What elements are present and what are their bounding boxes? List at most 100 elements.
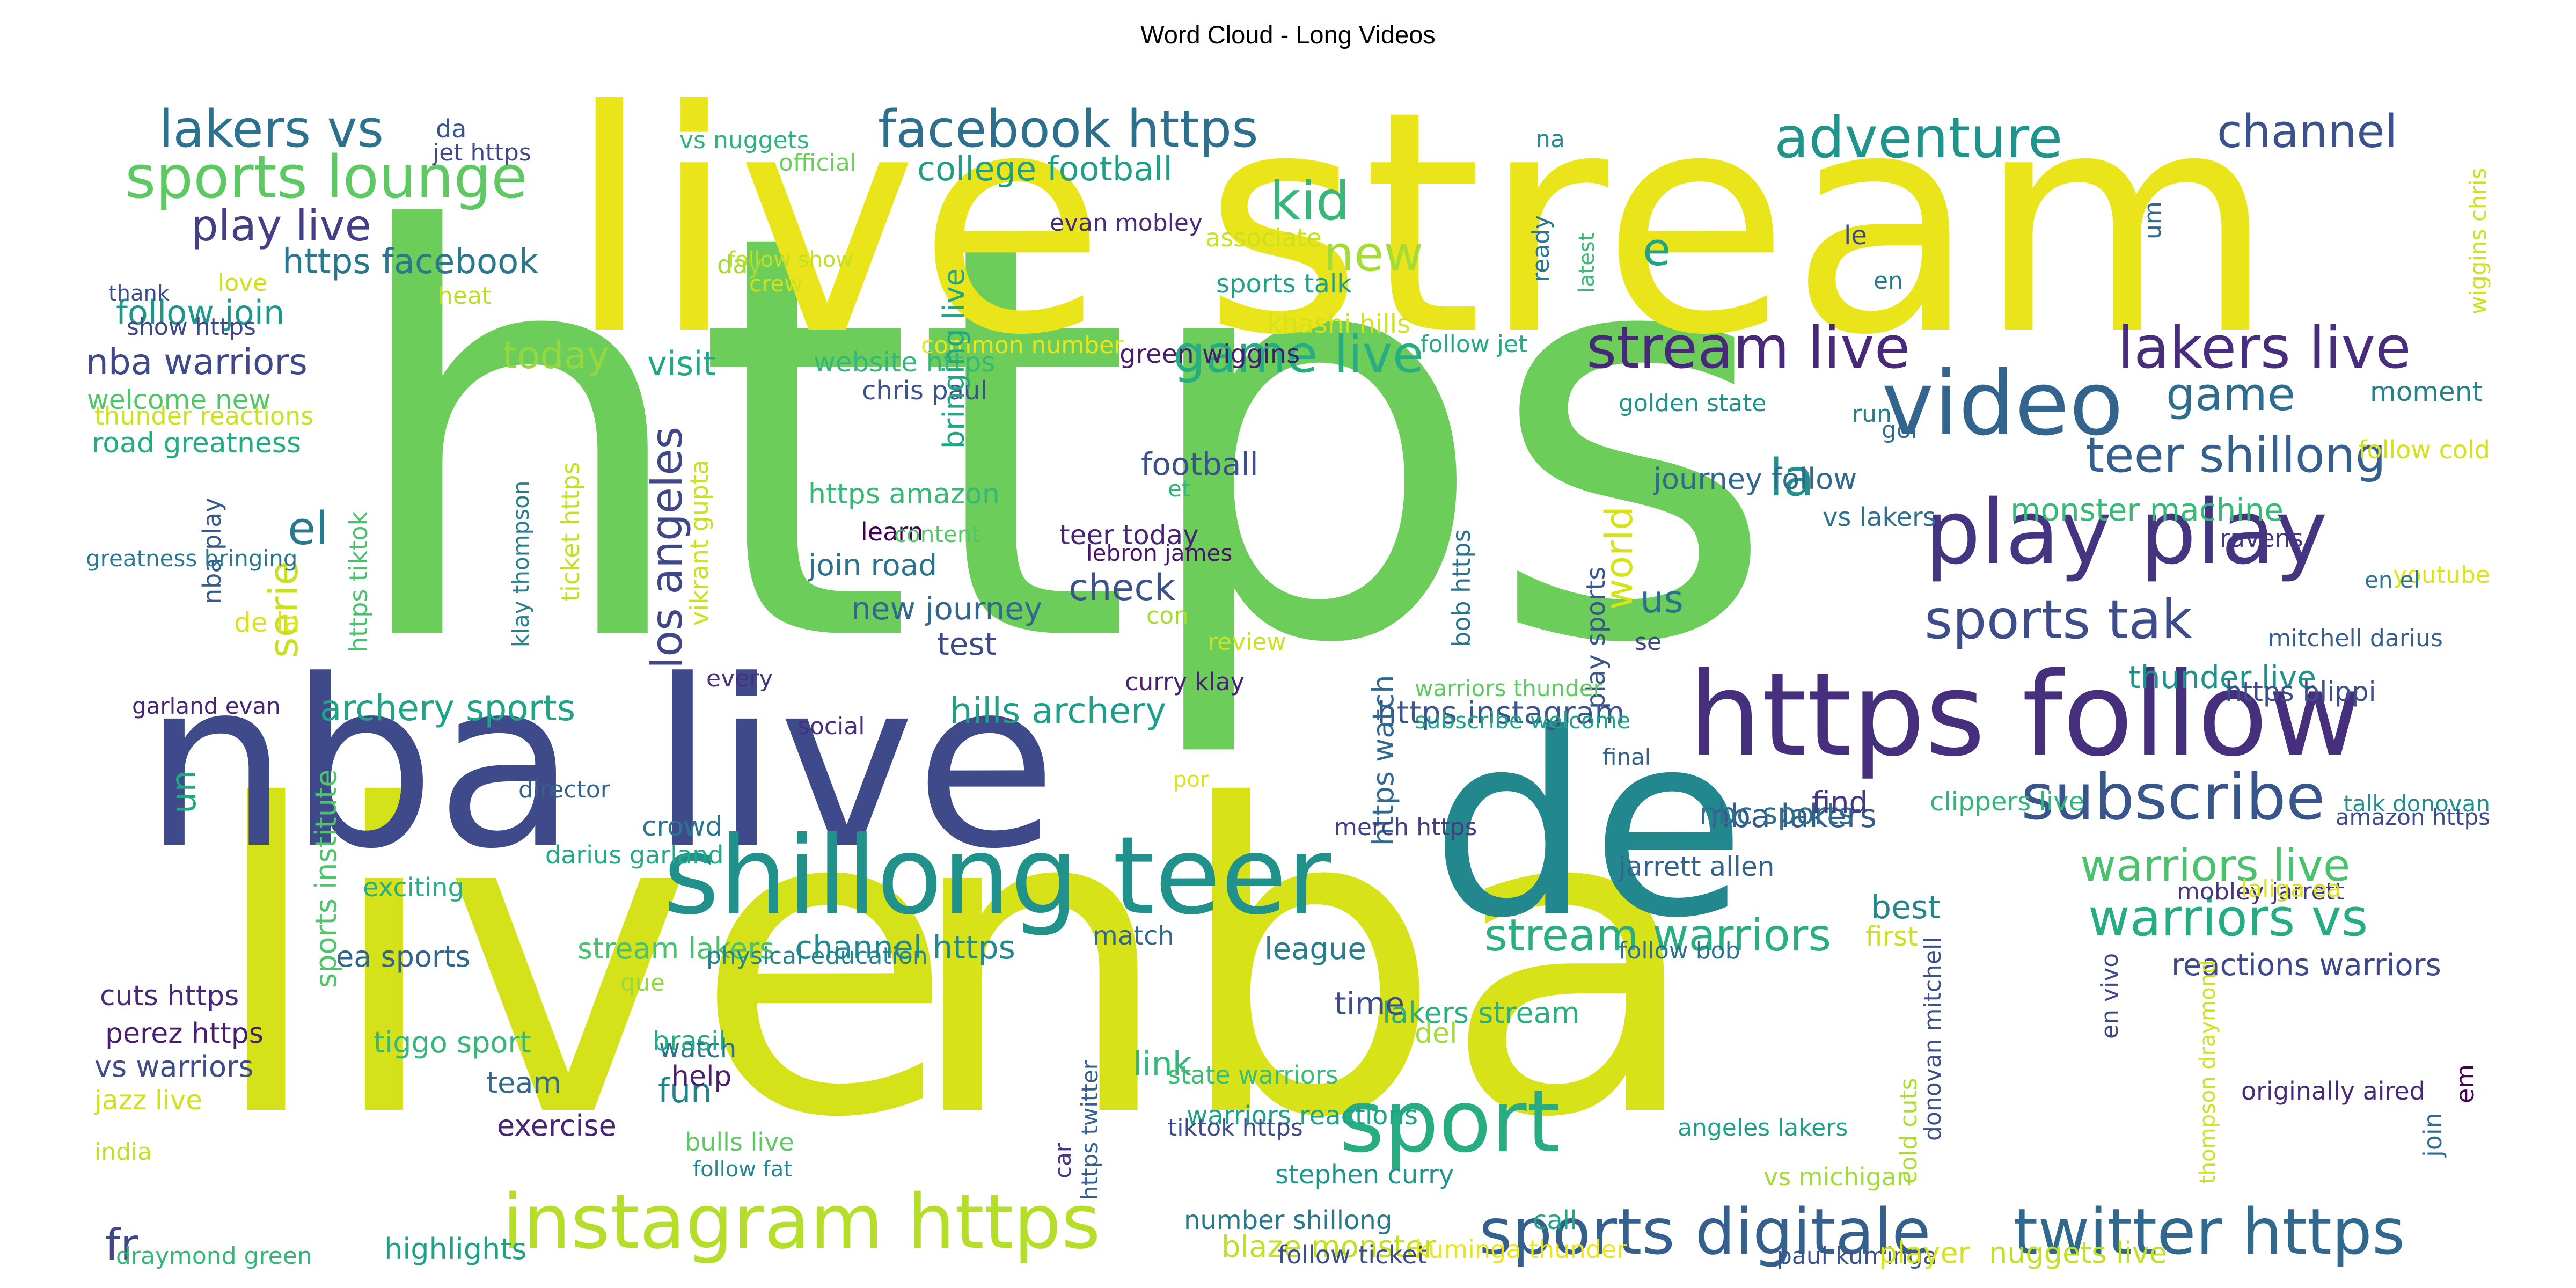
- word-join-road: join road: [808, 548, 937, 582]
- word-review: review: [1208, 628, 1286, 656]
- word-monster-machine: monster machine: [2010, 492, 2284, 528]
- word-cuts-https: cuts https: [100, 980, 239, 1012]
- word-nba: nba: [905, 717, 1702, 1210]
- word-watch: watch: [659, 1034, 736, 1064]
- word-vikrant-gupta: vikrant gupta: [685, 460, 714, 626]
- word-stream-warriors: stream warriors: [1484, 910, 1831, 961]
- word-le: le: [1844, 221, 1867, 251]
- word-love: love: [218, 269, 267, 297]
- word-stephen-curry: stephen curry: [1275, 1160, 1454, 1190]
- word-sports-institute: sports institute: [309, 770, 343, 988]
- word-match: match: [1093, 921, 1174, 951]
- word-follow-bob: follow bob: [1619, 937, 1740, 964]
- word-fun: fun: [658, 1071, 712, 1110]
- word-mobley-jarrett: mobley jarrett: [2177, 878, 2344, 905]
- word-wiggins-chris: wiggins chris: [2465, 168, 2491, 314]
- word-state-warriors: state warriors: [1168, 1060, 1338, 1089]
- word-league: league: [1264, 932, 1366, 967]
- word-social: social: [797, 713, 865, 740]
- word-los-angeles: los angeles: [642, 427, 692, 669]
- word-sports-talk: sports talk: [1216, 269, 1352, 299]
- word-el: el: [288, 502, 328, 555]
- word-um: um: [2139, 201, 2167, 239]
- word-nba-play: nba play: [197, 497, 226, 604]
- word-talk-donovan: talk donovan: [2344, 791, 2490, 817]
- word-game-live: game live: [1173, 325, 1424, 384]
- word-sports-tak: sports tak: [1924, 588, 2192, 651]
- word-new-journey: new journey: [851, 590, 1042, 627]
- word-tiggo-sport: tiggo sport: [374, 1026, 531, 1059]
- word-nbc-sports: nbc sports: [1699, 796, 1854, 831]
- word-paul-kuminga: paul kuminga: [1777, 1242, 1937, 1270]
- word-nba-live: nba live: [143, 631, 1057, 899]
- word-em: em: [2450, 1064, 2479, 1103]
- word-shillong-teer: shillong teer: [663, 814, 1331, 939]
- word-en: en: [1874, 267, 1903, 295]
- word-mitchell-darius: mitchell darius: [2268, 625, 2443, 652]
- word-green-wiggins: green wiggins: [1119, 339, 1300, 369]
- word-sports-digitale: sports digitale: [1479, 1195, 1931, 1269]
- word-jet-https: jet https: [432, 139, 531, 166]
- word-lebron-james: lebron james: [1086, 540, 1232, 566]
- word-jazz-live: jazz live: [94, 1085, 202, 1116]
- word-se: se: [1635, 628, 1662, 656]
- word-follow-show: follow show: [728, 247, 853, 272]
- word-india: india: [94, 1138, 152, 1166]
- word-en-vivo: en vivo: [2096, 953, 2124, 1039]
- word-live-stream: live stream: [567, 52, 2275, 402]
- word-road-greatness: road greatness: [92, 427, 301, 459]
- word-draymond-green: draymond green: [116, 1242, 312, 1270]
- word-kid: kid: [1270, 170, 1350, 232]
- word-que: que: [620, 969, 665, 997]
- word-game: game: [2166, 368, 2295, 421]
- word-college-football: college football: [917, 149, 1173, 188]
- word-instagram-https: instagram https: [502, 1179, 1101, 1266]
- word-first: first: [1865, 921, 1918, 952]
- word-da: da: [436, 114, 466, 143]
- word-subscribe-welcome: subscribe welcome: [1415, 707, 1630, 734]
- word-final: final: [1602, 744, 1651, 770]
- word-run: run: [1852, 400, 1892, 428]
- word-latest: latest: [1575, 233, 1599, 293]
- word-content: content: [894, 521, 980, 547]
- word-bulls-live: bulls live: [685, 1128, 794, 1157]
- word-channel-https: channel https: [795, 929, 1015, 967]
- word-stream-lakers: stream lakers: [577, 932, 774, 965]
- word-la: la: [1769, 449, 1814, 508]
- word-https-watch: https watch: [1366, 675, 1400, 846]
- word-na: na: [1535, 126, 1565, 153]
- word-et: et: [1168, 475, 1190, 502]
- word-heat: heat: [438, 282, 491, 310]
- word-thompson-draymond: thompson draymond: [2196, 960, 2220, 1184]
- word-perez-https: perez https: [105, 1018, 264, 1050]
- word-associate: associate: [1205, 223, 1322, 252]
- word-evan-mobley: evan mobley: [1050, 209, 1203, 237]
- word-thank: thank: [108, 281, 170, 306]
- word-originally-aired: originally aired: [2241, 1077, 2425, 1106]
- word-football: football: [1141, 446, 1258, 482]
- word-play-play: play play: [1924, 481, 2328, 584]
- word-greatness-bringing: greatness bringing: [86, 545, 297, 572]
- word-follow-fat: follow fat: [693, 1157, 792, 1182]
- word-facebook-https: facebook https: [878, 100, 1258, 159]
- word-https-twitter: https twitter: [1077, 1060, 1103, 1200]
- word-angeles-lakers: angeles lakers: [1678, 1114, 1848, 1141]
- word-common-number: common number: [921, 332, 1124, 359]
- word-brasil: brasil: [653, 1026, 726, 1057]
- word-por: por: [1173, 767, 1209, 792]
- word-chris-paul: chris paul: [862, 376, 987, 406]
- word-follow-join: follow join: [116, 293, 284, 332]
- word-official: official: [779, 149, 857, 177]
- word-highlights: highlights: [384, 1232, 527, 1266]
- figure-title: Word Cloud - Long Videos: [1140, 20, 1436, 49]
- word-https-facebook: https facebook: [282, 242, 538, 282]
- word-channel: channel: [2217, 105, 2397, 158]
- word-del: del: [1415, 1018, 1457, 1050]
- word-darius-garland: darius garland: [545, 840, 723, 869]
- word-nba-warriors: nba warriors: [86, 341, 308, 383]
- word-play-live: play live: [191, 201, 371, 251]
- word-call: call: [1533, 1205, 1577, 1235]
- word-test: test: [937, 626, 997, 662]
- word-hills-archery: hills archery: [950, 690, 1166, 731]
